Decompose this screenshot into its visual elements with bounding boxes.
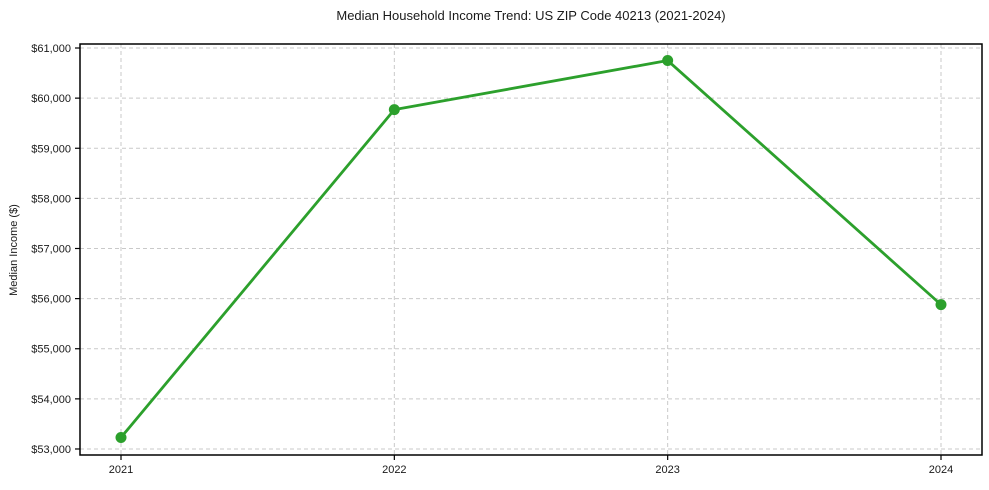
y-tick-label: $57,000 (31, 243, 71, 255)
x-tick-label: 2024 (929, 464, 953, 476)
x-tick-label: 2023 (655, 464, 679, 476)
y-tick-label: $53,000 (31, 444, 71, 456)
x-tick-label: 2021 (109, 464, 133, 476)
y-tick-label: $61,000 (31, 43, 71, 55)
y-tick-label: $58,000 (31, 193, 71, 205)
y-tick-label: $60,000 (31, 93, 71, 105)
chart-title: Median Household Income Trend: US ZIP Co… (336, 8, 726, 23)
y-tick-label: $54,000 (31, 394, 71, 406)
y-tick-label: $59,000 (31, 143, 71, 155)
data-point (388, 104, 400, 116)
data-point (115, 431, 127, 443)
data-point (662, 55, 674, 67)
plot-border (79, 43, 983, 456)
y-tick-label: $56,000 (31, 294, 71, 306)
trend-line (119, 59, 943, 439)
y-tick-label: $55,000 (31, 344, 71, 356)
data-point (935, 299, 947, 311)
x-tick-label: 2022 (382, 464, 406, 476)
